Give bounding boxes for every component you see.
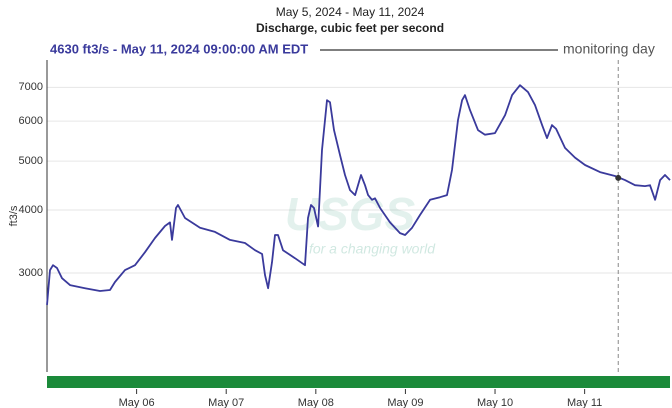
watermark: USGS <box>285 188 416 240</box>
x-tick-label: May 09 <box>387 397 423 408</box>
chart-title: May 5, 2024 - May 11, 2024 <box>276 5 425 19</box>
x-tick-label: May 06 <box>119 397 155 408</box>
chart-subtitle: Discharge, cubic feet per second <box>256 21 444 35</box>
x-tick-label: May 07 <box>208 397 244 408</box>
watermark-tagline: for a changing world <box>309 241 436 257</box>
series-line <box>46 84 671 306</box>
y-axis-label: ft3/s <box>8 205 20 226</box>
x-tick-label: May 11 <box>567 397 602 408</box>
current-value-header: 4630 ft3/s - May 11, 2024 09:00:00 AM ED… <box>50 41 308 56</box>
y-tick-label: 3000 <box>19 267 43 279</box>
approval-bar <box>47 376 670 388</box>
y-tick-label: 5000 <box>19 155 43 167</box>
y-tick-label: 4000 <box>19 204 43 216</box>
y-tick-label: 7000 <box>19 81 43 93</box>
legend-label: monitoring day <box>563 41 655 57</box>
x-tick-label: May 10 <box>477 397 513 408</box>
current-point <box>615 174 622 181</box>
y-tick-label: 6000 <box>19 115 43 127</box>
x-tick-label: May 08 <box>298 397 334 408</box>
